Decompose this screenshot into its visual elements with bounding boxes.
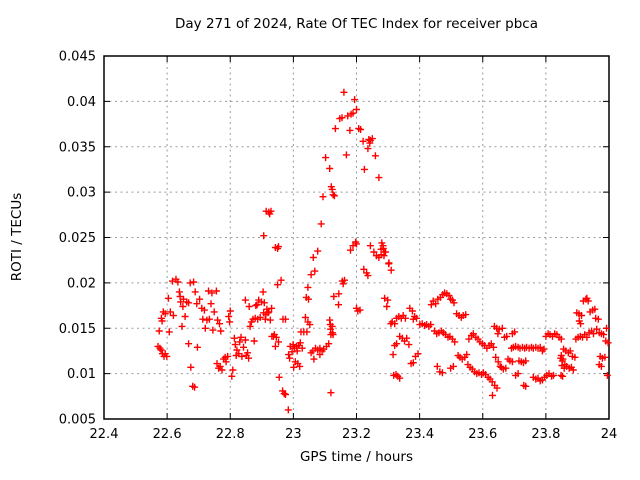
svg-text:0.01: 0.01	[67, 367, 96, 382]
data-points	[154, 88, 612, 414]
svg-text:0.045: 0.045	[59, 50, 96, 65]
svg-text:0.03: 0.03	[67, 186, 96, 201]
grid-lines	[104, 56, 609, 419]
svg-text:0.005: 0.005	[59, 413, 96, 428]
svg-text:23.4: 23.4	[405, 427, 434, 442]
svg-text:23.8: 23.8	[531, 427, 560, 442]
x-axis-label: GPS time / hours	[299, 449, 414, 465]
svg-text:22.6: 22.6	[153, 427, 182, 442]
y-tick-labels: 0.005 0.01 0.015 0.02 0.025 0.03 0.035 0.04 0.04…	[59, 50, 96, 428]
svg-text:0.025: 0.025	[59, 231, 96, 246]
x-tick-labels: 22.4 22.6 22.8 23 23.2 23.4 23.6 23.8 24	[90, 427, 618, 442]
svg-text:23: 23	[285, 427, 302, 442]
plot-border	[103, 55, 610, 420]
svg-text:0.035: 0.035	[59, 140, 96, 155]
chart-title: Day 271 of 2024, Rate Of TEC Index for r…	[175, 16, 538, 32]
svg-text:0.04: 0.04	[67, 95, 96, 110]
svg-text:22.4: 22.4	[90, 427, 119, 442]
svg-text:22.8: 22.8	[216, 427, 245, 442]
svg-text:24: 24	[601, 427, 618, 442]
svg-text:23.6: 23.6	[468, 427, 497, 442]
svg-text:23.2: 23.2	[342, 427, 371, 442]
svg-text:0.02: 0.02	[67, 276, 96, 291]
svg-text:0.015: 0.015	[59, 322, 96, 337]
